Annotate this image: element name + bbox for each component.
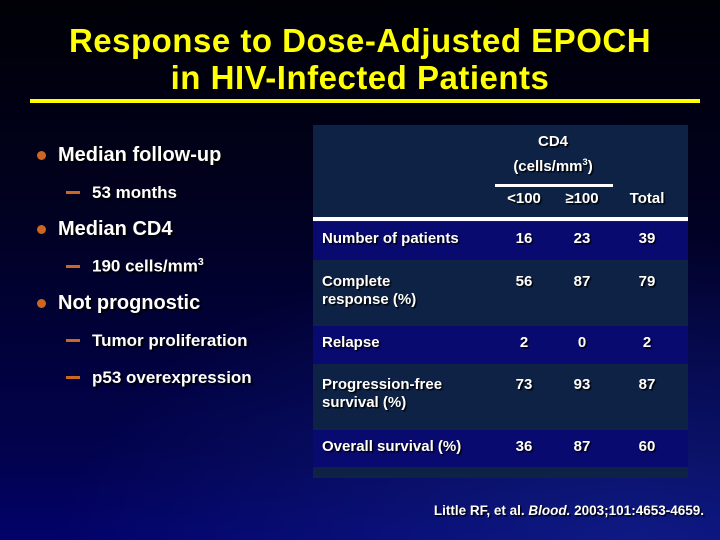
group-header-text: (cells/mm <box>513 158 583 175</box>
row-label-line: Complete <box>322 273 391 290</box>
group-header-line2: (cells/mm3) <box>495 152 611 177</box>
cell-value: 93 <box>573 376 591 393</box>
group-header-line1: CD4 <box>537 133 568 150</box>
group-header-underline <box>495 184 613 187</box>
row-label-line: survival (%) <box>322 394 407 411</box>
column-header-lt100: <100 <box>507 190 541 207</box>
row-label-line: Relapse <box>322 334 380 351</box>
row-label: Relapse <box>313 326 495 364</box>
column-header-total: Total <box>629 190 665 207</box>
bullet-item: Not prognostic <box>0 285 312 322</box>
citation: Little RF, et al. Blood. 2003;101:4653-4… <box>434 503 704 518</box>
dot-icon <box>37 224 46 234</box>
bullet-label: Not prognostic <box>58 292 201 314</box>
sub-bullet-item: Tumor proliferation <box>0 322 312 359</box>
row-label-line: Progression-free <box>322 376 443 393</box>
dash-icon <box>66 190 80 194</box>
bullet-list: Median follow-up 53 months Median CD4 19… <box>0 137 312 396</box>
cell-value: 60 <box>638 438 656 455</box>
table-row: Progression-free survival (%) 73 93 87 <box>313 368 688 425</box>
superscript: 3 <box>197 256 204 269</box>
page-title-line1: Response to Dose-Adjusted EPOCH <box>68 22 652 59</box>
cell-value: 16 <box>515 230 533 247</box>
cell-value: 56 <box>515 273 533 290</box>
cell-value: 2 <box>642 334 652 351</box>
cell-value: 87 <box>573 438 591 455</box>
spacer-cell <box>313 190 495 214</box>
sub-bullet-item: p53 overexpression <box>0 359 312 396</box>
row-label-line: Number of patients <box>322 230 459 247</box>
sub-bullet-label: 190 cells/mm3 <box>92 256 204 277</box>
citation-text: 2003;101:4653-4659. <box>570 503 704 518</box>
bullet-item: Median CD4 <box>0 211 312 248</box>
sub-bullet-label: Tumor proliferation <box>92 330 248 350</box>
bullet-label: Median follow-up <box>58 144 222 166</box>
cell-value: 87 <box>573 273 591 290</box>
column-header-gte100: ≥100 <box>565 190 599 207</box>
cell-value: 73 <box>515 376 533 393</box>
cell-value: 87 <box>638 376 656 393</box>
table-row: Overall survival (%) 36 87 60 <box>313 430 688 467</box>
group-header-text: ) <box>587 158 593 175</box>
bullet-label: Median CD4 <box>58 218 173 240</box>
title-underline-rule <box>30 99 700 103</box>
superscript: 3 <box>582 157 588 167</box>
citation-text: Little RF, et al. <box>433 503 529 518</box>
column-header-row: <100 ≥100 Total <box>313 190 688 214</box>
sub-bullet-text: 190 cells/mm <box>92 256 198 276</box>
page-title: Response to Dose-Adjusted EPOCH in HIV-I… <box>0 22 720 96</box>
row-label: Overall survival (%) <box>313 430 495 467</box>
dot-icon <box>37 150 46 160</box>
row-label: Complete response (%) <box>313 265 495 322</box>
header-separator-line <box>313 217 688 221</box>
table-row: Number of patients 16 23 39 <box>313 222 688 260</box>
table-row: Complete response (%) 56 87 79 <box>313 265 688 322</box>
dot-icon <box>37 298 46 308</box>
dash-icon <box>66 338 80 342</box>
cell-value: 0 <box>577 334 587 351</box>
row-label-line: response (%) <box>322 291 417 308</box>
cell-value: 39 <box>638 230 656 247</box>
sub-bullet-item: 53 months <box>0 174 312 211</box>
dash-icon <box>66 375 80 379</box>
cell-value: 2 <box>519 334 529 351</box>
row-label: Progression-free survival (%) <box>313 368 495 425</box>
table-row: Relapse 2 0 2 <box>313 326 688 364</box>
row-label: Number of patients <box>313 222 495 260</box>
sub-bullet-label: 53 months <box>92 182 178 202</box>
cell-value: 79 <box>638 273 656 290</box>
citation-journal: Blood. <box>528 503 571 518</box>
cell-value: 36 <box>515 438 533 455</box>
bullet-item: Median follow-up <box>0 137 312 174</box>
sub-bullet-label: p53 overexpression <box>92 367 252 387</box>
page-title-line2: in HIV-Infected Patients <box>170 59 550 96</box>
cell-value: 23 <box>573 230 591 247</box>
dash-icon <box>66 264 80 268</box>
results-table: CD4 (cells/mm3) <100 ≥100 Total Number o… <box>313 125 688 478</box>
table-group-header: CD4 (cells/mm3) <box>495 132 611 177</box>
sub-bullet-item: 190 cells/mm3 <box>0 248 312 285</box>
row-label-line: Overall survival (%) <box>322 438 462 455</box>
